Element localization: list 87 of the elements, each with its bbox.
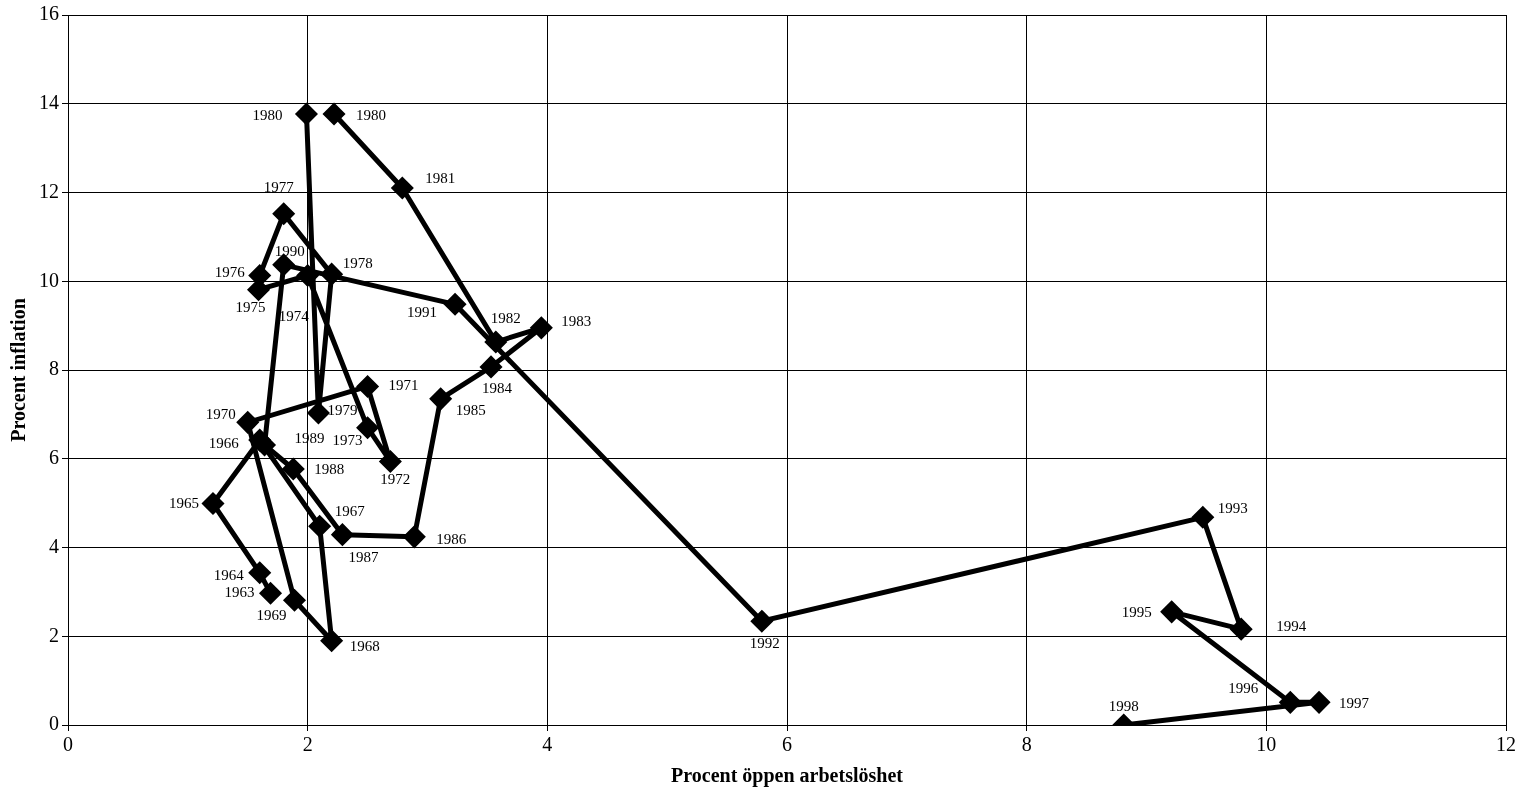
annotation: 1997 (1339, 695, 1370, 712)
point (321, 263, 343, 285)
x-tick-label: 12 (1496, 733, 1516, 756)
point (237, 411, 259, 433)
annotation: 1970 (205, 406, 236, 423)
point (295, 103, 317, 125)
annotation: 1971 (388, 377, 419, 394)
annotation: 1995 (1121, 603, 1152, 620)
y-tick-label: 10 (39, 268, 59, 291)
point (248, 279, 270, 301)
point (403, 526, 425, 548)
point (480, 356, 502, 378)
point (530, 317, 552, 339)
point (307, 402, 329, 424)
annotation: 1980 (252, 106, 283, 123)
point (249, 562, 271, 584)
point (249, 264, 271, 286)
y-tick-label: 12 (39, 179, 59, 202)
annotation: 1992 (749, 635, 780, 652)
y-axis-title: Procent inflation (7, 298, 30, 442)
annotation: 1976 (214, 264, 246, 281)
annotation: 1978 (342, 255, 373, 272)
annotation: 1991 (407, 304, 438, 321)
annotation: 1984 (482, 379, 513, 396)
point (357, 375, 379, 397)
x-axis-title: Procent öppen arbetslöshet (671, 764, 904, 788)
annotation: 1965 (169, 494, 199, 511)
annotation: 1996 (1228, 680, 1259, 697)
y-tick-label: 16 (39, 2, 59, 25)
annotation: 1981 (425, 170, 456, 186)
point (273, 203, 295, 225)
point (391, 177, 413, 199)
point (430, 388, 452, 410)
point (444, 293, 466, 315)
x-tick-label: 2 (302, 733, 313, 756)
annotation: 1998 (1108, 697, 1139, 714)
annotation: 1968 (349, 637, 380, 654)
annotation: 1973 (332, 431, 363, 448)
annotation: 1963 (224, 584, 255, 601)
annotation: 1990 (274, 242, 305, 259)
annotation: 1985 (455, 401, 486, 418)
annotation: 1967 (334, 503, 366, 520)
x-tick-label: 8 (1021, 733, 1032, 756)
point (1308, 691, 1330, 713)
y-tick-label: 2 (49, 623, 59, 646)
point (331, 524, 353, 546)
point (321, 630, 343, 652)
annotation: 1966 (208, 435, 240, 452)
annotation: 1994 (1276, 618, 1307, 635)
y-tick-label: 6 (49, 446, 59, 468)
point (1230, 618, 1252, 640)
y-tick-label: 14 (39, 91, 59, 113)
annotation: 1972 (380, 471, 411, 488)
point (260, 582, 282, 604)
annotation: 1982 (490, 309, 521, 326)
point (249, 429, 271, 451)
x-tick-label: 4 (542, 733, 553, 756)
point (323, 103, 345, 125)
point (1161, 601, 1183, 623)
point (297, 264, 319, 286)
point (273, 254, 295, 276)
point (283, 589, 305, 611)
annotation: 1983 (561, 312, 592, 329)
point (485, 331, 507, 353)
x-tick-label: 10 (1256, 733, 1277, 756)
point (309, 515, 331, 537)
y-tick-label: 8 (49, 357, 59, 380)
annotation: 1986 (436, 530, 467, 547)
annotation: 1987 (348, 548, 379, 565)
point (751, 610, 773, 632)
x-tick-label: 6 (782, 733, 792, 756)
annotation: 1993 (1217, 500, 1248, 517)
annotation: 1988 (314, 460, 345, 477)
annotation: 1964 (213, 566, 245, 583)
annotation: 1969 (256, 607, 287, 624)
point (379, 450, 401, 472)
point (1192, 506, 1214, 528)
point (1279, 691, 1301, 713)
annotation: 1977 (263, 178, 295, 195)
y-tick-label: 0 (49, 712, 59, 735)
x-tick-label: 0 (63, 733, 73, 756)
y-tick-label: 4 (49, 534, 59, 557)
annotation: 1980 (356, 106, 387, 123)
point (202, 493, 224, 515)
point (282, 458, 304, 480)
annotation: 1975 (235, 298, 266, 315)
annotation: 1979 (327, 401, 358, 418)
